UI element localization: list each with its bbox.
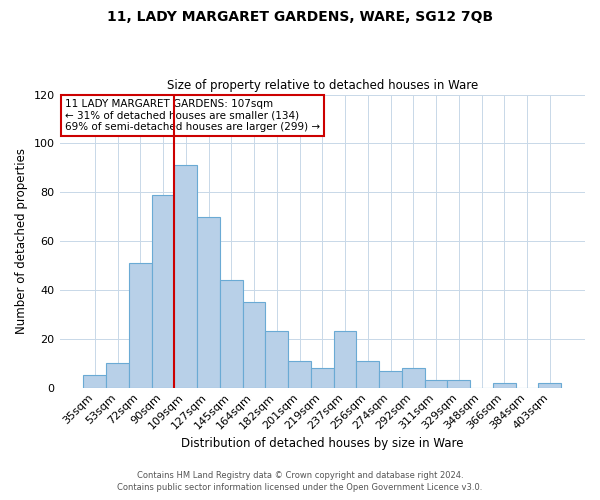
Text: 11 LADY MARGARET GARDENS: 107sqm
← 31% of detached houses are smaller (134)
69% : 11 LADY MARGARET GARDENS: 107sqm ← 31% o… [65, 99, 320, 132]
Bar [197, 216, 220, 388]
Bar [425, 380, 448, 388]
Text: 11, LADY MARGARET GARDENS, WARE, SG12 7QB: 11, LADY MARGARET GARDENS, WARE, SG12 7Q… [107, 10, 493, 24]
Bar [356, 360, 379, 388]
Bar [334, 332, 356, 388]
Bar [220, 280, 242, 388]
Bar [175, 166, 197, 388]
Bar [538, 382, 561, 388]
Bar [152, 194, 175, 388]
Y-axis label: Number of detached properties: Number of detached properties [15, 148, 28, 334]
Bar [402, 368, 425, 388]
Bar [288, 360, 311, 388]
X-axis label: Distribution of detached houses by size in Ware: Distribution of detached houses by size … [181, 437, 464, 450]
Bar [83, 376, 106, 388]
Bar [493, 382, 515, 388]
Bar [106, 363, 129, 388]
Bar [129, 263, 152, 388]
Bar [242, 302, 265, 388]
Bar [379, 370, 402, 388]
Title: Size of property relative to detached houses in Ware: Size of property relative to detached ho… [167, 79, 478, 92]
Bar [265, 332, 288, 388]
Bar [448, 380, 470, 388]
Text: Contains HM Land Registry data © Crown copyright and database right 2024.
Contai: Contains HM Land Registry data © Crown c… [118, 471, 482, 492]
Bar [311, 368, 334, 388]
